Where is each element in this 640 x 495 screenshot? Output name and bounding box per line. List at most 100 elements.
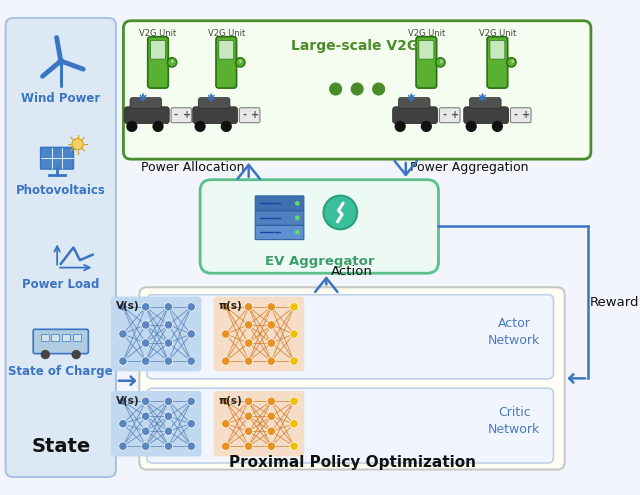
Text: V2G Unit: V2G Unit [207, 29, 245, 38]
Text: V2G Unit: V2G Unit [479, 29, 516, 38]
Text: V(s): V(s) [115, 396, 139, 406]
Circle shape [244, 412, 253, 420]
Circle shape [244, 302, 253, 311]
Circle shape [372, 83, 385, 96]
Circle shape [164, 302, 173, 311]
Text: -: - [513, 110, 517, 120]
Circle shape [164, 397, 173, 405]
FancyBboxPatch shape [111, 297, 202, 371]
Circle shape [119, 442, 127, 450]
Text: Proximal Policy Optimization: Proximal Policy Optimization [228, 454, 476, 470]
Circle shape [267, 302, 275, 311]
Circle shape [72, 139, 83, 150]
Circle shape [221, 330, 230, 338]
Circle shape [244, 321, 253, 329]
Circle shape [290, 442, 298, 450]
Circle shape [290, 397, 298, 405]
Circle shape [119, 330, 127, 338]
Text: Power Allocation: Power Allocation [141, 161, 244, 174]
Circle shape [141, 339, 150, 347]
Text: Reward: Reward [590, 296, 639, 309]
Circle shape [267, 442, 275, 450]
Circle shape [394, 121, 406, 132]
Circle shape [290, 330, 298, 338]
Text: ⚡: ⚡ [238, 59, 243, 65]
Text: Actor
Network: Actor Network [488, 317, 540, 347]
Text: Large-scale V2G: Large-scale V2G [291, 39, 418, 53]
Circle shape [164, 442, 173, 450]
FancyBboxPatch shape [193, 107, 237, 124]
Text: Power Aggregation: Power Aggregation [410, 161, 529, 174]
Text: -: - [242, 110, 246, 120]
Circle shape [295, 215, 300, 220]
Circle shape [141, 357, 150, 365]
FancyBboxPatch shape [398, 98, 430, 109]
Circle shape [72, 350, 81, 359]
FancyBboxPatch shape [124, 107, 169, 124]
FancyBboxPatch shape [124, 21, 591, 159]
Circle shape [164, 427, 173, 436]
Circle shape [187, 420, 195, 428]
Circle shape [221, 420, 230, 428]
Circle shape [119, 302, 127, 311]
Text: +: + [183, 110, 191, 120]
Text: -: - [442, 110, 446, 120]
FancyBboxPatch shape [198, 98, 230, 109]
Circle shape [295, 201, 300, 206]
Circle shape [164, 357, 173, 365]
Circle shape [236, 58, 245, 67]
FancyBboxPatch shape [147, 388, 554, 463]
Circle shape [119, 357, 127, 365]
FancyBboxPatch shape [130, 98, 162, 109]
Text: State: State [31, 437, 90, 456]
Circle shape [167, 58, 177, 67]
Circle shape [323, 196, 357, 229]
FancyBboxPatch shape [214, 391, 305, 456]
Circle shape [244, 397, 253, 405]
Text: +: + [451, 110, 460, 120]
Circle shape [221, 121, 232, 132]
Text: π(s): π(s) [218, 301, 242, 311]
FancyBboxPatch shape [469, 98, 501, 109]
FancyBboxPatch shape [214, 297, 305, 371]
Circle shape [41, 350, 50, 359]
FancyBboxPatch shape [150, 41, 166, 59]
Circle shape [187, 397, 195, 405]
Circle shape [290, 357, 298, 365]
Circle shape [119, 420, 127, 428]
Bar [62, 334, 70, 342]
Circle shape [295, 230, 300, 235]
Circle shape [58, 58, 64, 64]
Circle shape [290, 420, 298, 428]
Circle shape [187, 330, 195, 338]
Circle shape [187, 442, 195, 450]
Circle shape [164, 412, 173, 420]
Bar [73, 334, 81, 342]
Circle shape [436, 58, 445, 67]
Circle shape [164, 321, 173, 329]
Circle shape [267, 397, 275, 405]
Circle shape [141, 302, 150, 311]
Text: +: + [522, 110, 531, 120]
Circle shape [267, 412, 275, 420]
Text: EV Aggregator: EV Aggregator [264, 255, 374, 268]
Circle shape [221, 357, 230, 365]
FancyBboxPatch shape [487, 37, 508, 88]
Circle shape [290, 302, 298, 311]
Text: +: + [251, 110, 259, 120]
FancyBboxPatch shape [255, 196, 304, 211]
Text: π(s): π(s) [218, 396, 242, 406]
Text: State of Charge: State of Charge [8, 365, 113, 378]
Circle shape [492, 121, 503, 132]
FancyBboxPatch shape [6, 18, 116, 477]
FancyBboxPatch shape [41, 148, 74, 169]
Text: ⚡: ⚡ [438, 59, 443, 65]
FancyBboxPatch shape [393, 107, 438, 124]
Circle shape [329, 83, 342, 96]
Text: Photovoltaics: Photovoltaics [16, 184, 106, 197]
Text: Action: Action [331, 265, 373, 278]
FancyBboxPatch shape [255, 225, 304, 240]
Circle shape [195, 121, 205, 132]
FancyBboxPatch shape [219, 41, 234, 59]
FancyBboxPatch shape [200, 180, 438, 273]
